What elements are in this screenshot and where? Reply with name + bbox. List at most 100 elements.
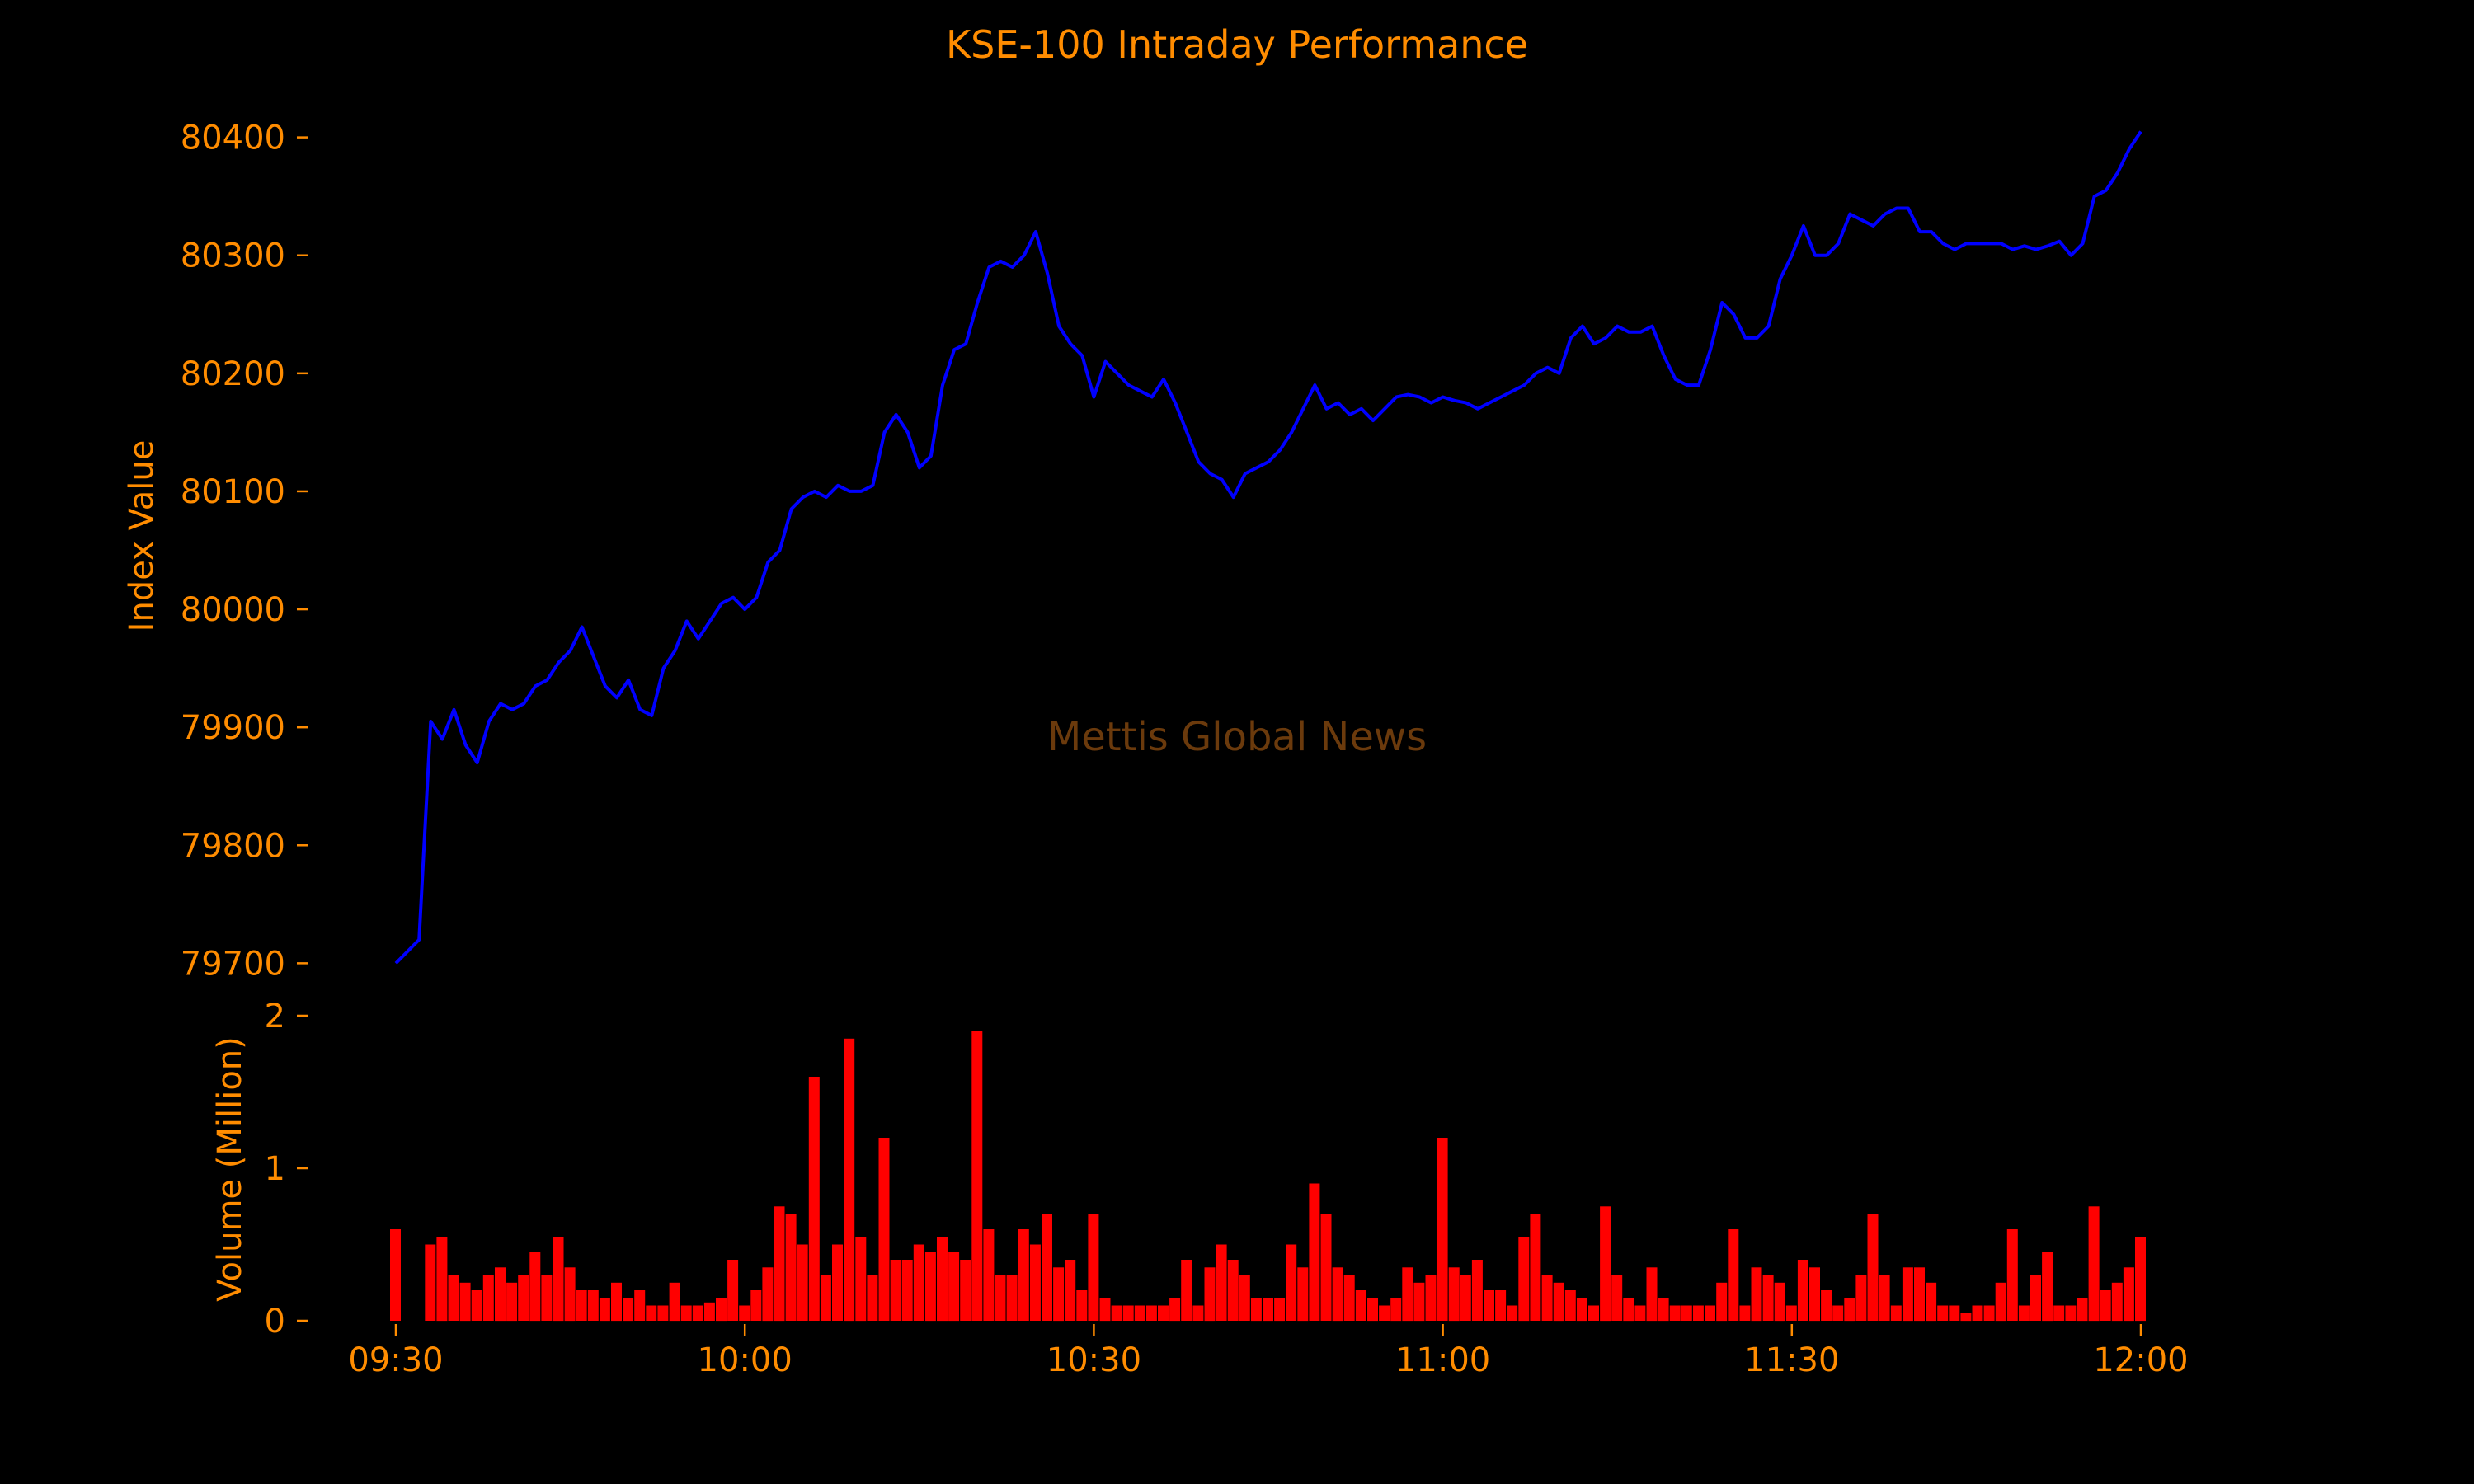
price-y-tick-label: 80100 <box>181 473 285 511</box>
volume-bar <box>1145 1305 1157 1321</box>
volume-bar <box>2042 1252 2053 1322</box>
volume-bar <box>1471 1260 1483 1321</box>
volume-bar <box>1785 1305 1797 1321</box>
volume-bar <box>1972 1305 1983 1321</box>
volume-bar <box>1216 1244 1227 1321</box>
volume-bar <box>471 1290 482 1321</box>
volume-bar <box>727 1260 739 1321</box>
watermark-text: Mettis Global News <box>1047 714 1427 760</box>
volume-bar <box>1042 1214 1052 1321</box>
volume-bar <box>1530 1214 1541 1321</box>
volume-bar <box>1204 1267 1216 1322</box>
volume-bar <box>1518 1237 1530 1322</box>
volume-bar <box>587 1290 599 1321</box>
volume-bar <box>901 1260 913 1321</box>
x-tick-label: 09:30 <box>348 1341 443 1379</box>
volume-bar <box>1553 1282 1564 1322</box>
price-y-axis: 79700 79800 79900 80000 80100 80200 80300 80400 <box>181 120 308 983</box>
volume-bar <box>506 1282 518 1322</box>
volume-bar <box>2065 1305 2077 1321</box>
volume-bar <box>703 1302 715 1321</box>
volume-bar <box>2077 1298 2088 1322</box>
volume-bar <box>2123 1267 2134 1322</box>
volume-bar <box>1588 1305 1599 1321</box>
volume-bar <box>459 1282 471 1322</box>
volume-bar <box>2006 1229 2018 1321</box>
price-y-tick-label: 79900 <box>181 709 285 747</box>
volume-bar <box>2088 1206 2100 1322</box>
volume-bar <box>890 1260 901 1321</box>
x-tick-label: 10:30 <box>1047 1341 1141 1379</box>
volume-bar <box>739 1305 750 1321</box>
x-tick-label: 10:00 <box>698 1341 793 1379</box>
volume-bar <box>1658 1298 1669 1322</box>
volume-bar <box>1122 1305 1134 1321</box>
price-y-tick-label: 80200 <box>181 355 285 393</box>
volume-bar <box>937 1237 948 1322</box>
volume-bar <box>1926 1282 1937 1322</box>
volume-bar <box>1774 1282 1785 1322</box>
x-tick-label: 11:30 <box>1744 1341 1839 1379</box>
volume-bar <box>1739 1305 1751 1321</box>
volume-bar <box>1902 1267 1913 1322</box>
volume-bar <box>716 1298 727 1322</box>
volume-y-tick-label: 1 <box>265 1150 285 1188</box>
price-plot-area <box>394 130 2142 965</box>
volume-bar <box>1158 1305 1169 1321</box>
volume-bar <box>867 1275 878 1321</box>
volume-bar <box>1995 1282 2006 1322</box>
volume-bar <box>553 1237 564 1322</box>
volume-bar <box>564 1267 576 1322</box>
volume-bar <box>1507 1305 1518 1321</box>
volume-bar <box>1181 1260 1192 1321</box>
volume-bar <box>1263 1298 1273 1322</box>
volume-bar <box>1611 1275 1623 1321</box>
volume-bar <box>1425 1275 1437 1321</box>
volume-y-tick-label: 0 <box>265 1303 285 1341</box>
volume-bar <box>948 1252 960 1322</box>
volume-bar <box>2100 1290 2111 1321</box>
x-tick-label: 12:00 <box>2093 1341 2188 1379</box>
volume-bar <box>1320 1214 1332 1321</box>
volume-bar <box>634 1290 646 1321</box>
volume-bar <box>482 1275 494 1321</box>
volume-bar <box>1960 1313 1972 1322</box>
volume-bar <box>797 1244 808 1321</box>
volume-bar <box>599 1298 610 1322</box>
volume-bar <box>1006 1275 1018 1321</box>
volume-bar <box>1192 1305 1204 1321</box>
volume-bar <box>924 1252 936 1322</box>
volume-bar <box>1576 1298 1587 1322</box>
volume-bar <box>1914 1267 1925 1322</box>
volume-bar <box>878 1138 890 1321</box>
volume-bar <box>1728 1229 1739 1321</box>
volume-bar <box>692 1305 703 1321</box>
volume-bar <box>1029 1244 1041 1321</box>
volume-bar <box>808 1077 820 1321</box>
volume-bar <box>1309 1183 1320 1321</box>
time-x-axis: 09:30 10:00 10:30 11:00 11:30 12:00 <box>348 1324 2189 1379</box>
volume-bar <box>1065 1260 1076 1321</box>
volume-bar <box>1867 1214 1879 1321</box>
volume-bar <box>855 1237 867 1322</box>
volume-bar <box>1332 1267 1343 1322</box>
volume-bar <box>1343 1275 1355 1321</box>
volume-bar <box>1821 1290 1832 1321</box>
volume-bar <box>1088 1214 1099 1321</box>
volume-bar <box>1634 1305 1646 1321</box>
volume-bar <box>1809 1267 1820 1322</box>
volume-bar <box>2018 1305 2030 1321</box>
volume-bar <box>1751 1267 1762 1322</box>
volume-bar <box>1646 1267 1658 1322</box>
volume-bar <box>2111 1282 2123 1322</box>
volume-bar <box>1716 1282 1728 1322</box>
volume-bar <box>785 1214 797 1321</box>
volume-bar <box>1402 1267 1413 1322</box>
volume-bar <box>1390 1298 1402 1322</box>
volume-bar <box>1169 1298 1181 1322</box>
volume-bar <box>1111 1305 1122 1321</box>
volume-bar <box>576 1290 587 1321</box>
volume-bar <box>669 1282 680 1322</box>
